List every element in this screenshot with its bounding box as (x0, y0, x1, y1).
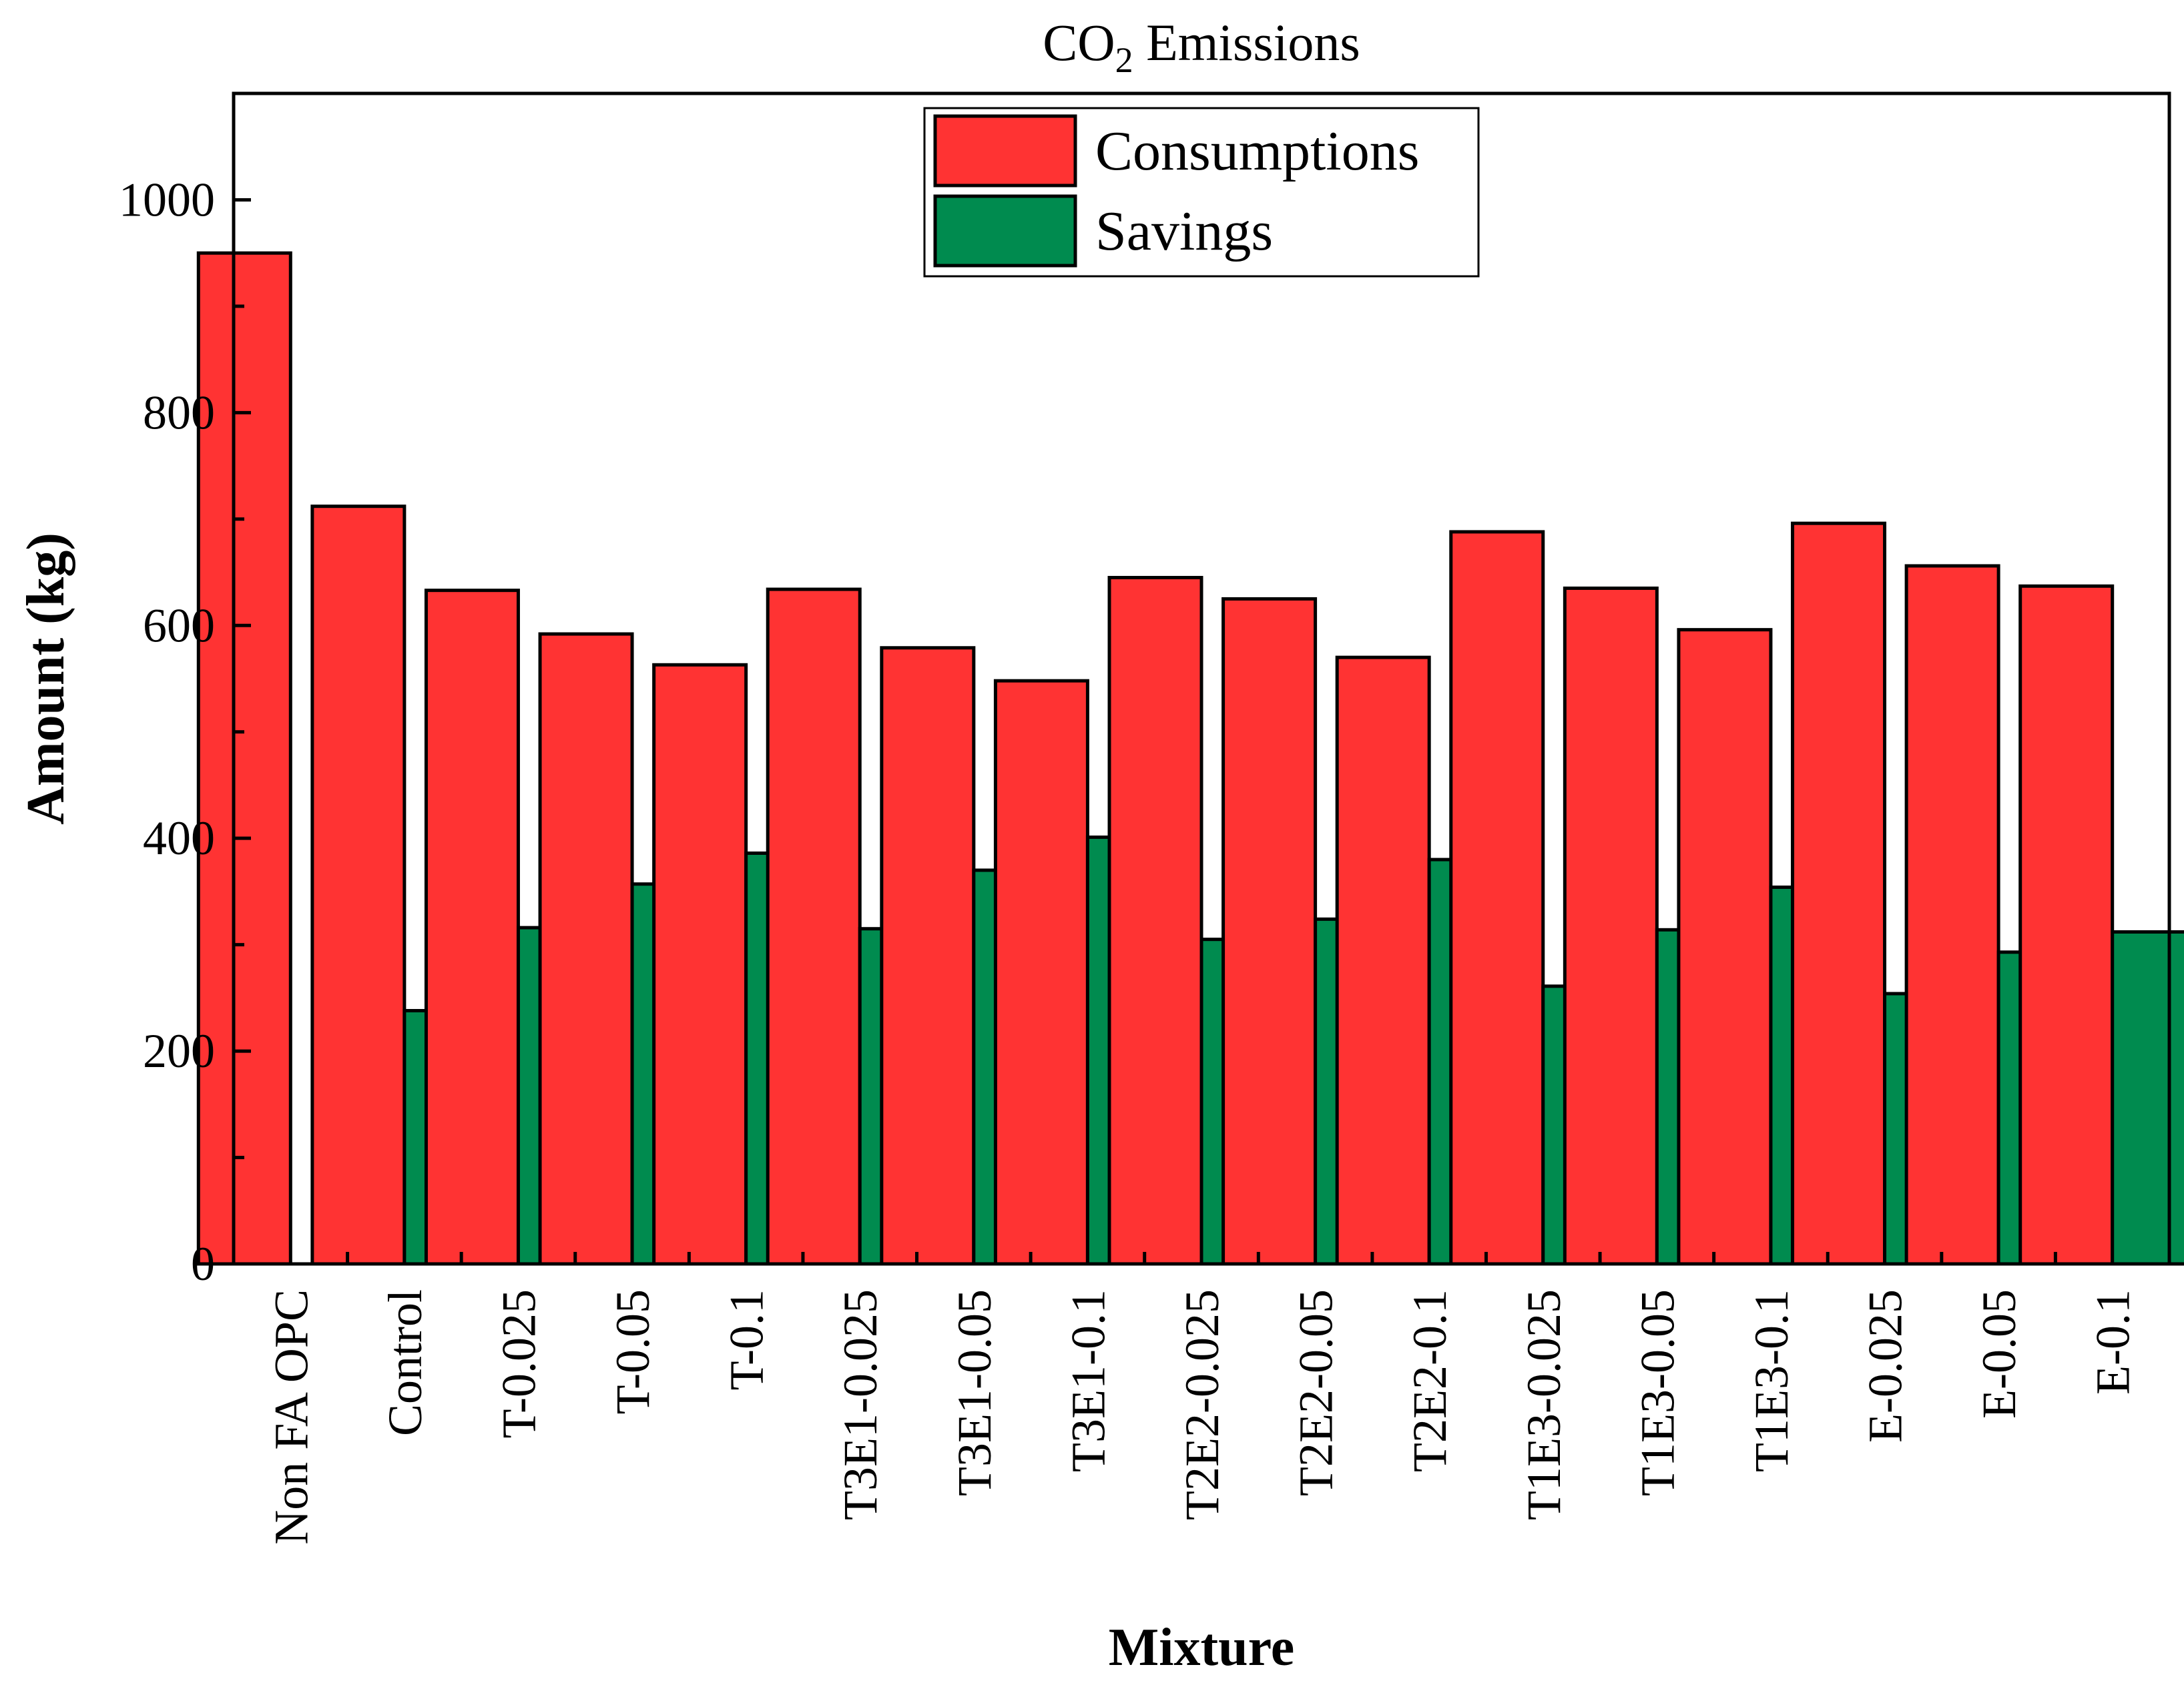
x-tick-label: T1E3-0.025 (1517, 1289, 1571, 1520)
x-tick-label: T2E2-0.025 (1175, 1289, 1229, 1520)
x-tick-label: E-0.05 (1972, 1289, 2026, 1419)
bar-consumptions-13 (1677, 628, 1773, 1266)
x-tick-label: T2E2-0.05 (1290, 1289, 1343, 1496)
bar-consumptions-15 (1904, 564, 2000, 1266)
x-tick-label: T1E3-0.05 (1631, 1289, 1684, 1496)
bar-consumptions-1 (310, 504, 406, 1266)
bar-consumptions-7 (993, 679, 1089, 1266)
plot-frame (232, 91, 2171, 1266)
x-axis: Non FA OPC Control T-0.025 T-0.05 T-0.1 T3E1-… (232, 1252, 2171, 1545)
legend-label-savings: Savings (1095, 200, 1273, 262)
legend-label-consumptions: Consumptions (1095, 120, 1419, 182)
x-tick-label: T3E1-0.05 (948, 1289, 1001, 1496)
x-tick-label: T1E3-0.1 (1745, 1289, 1798, 1472)
x-axis-title: Mixture (1109, 1618, 1294, 1677)
y-tick-label: 200 (143, 1024, 215, 1078)
bar-consumptions-6 (880, 646, 976, 1266)
y-axis-title: Amount (kg) (17, 533, 75, 825)
bar-consumptions-4 (652, 663, 748, 1266)
x-tick-label: T2E2-0.1 (1403, 1289, 1456, 1472)
bars-group (196, 251, 2184, 1266)
chart-title: CO2 Emissions (1043, 13, 1360, 80)
chart-title-suffix: Emissions (1133, 13, 1360, 71)
x-tick-label: E-0.025 (1859, 1289, 1912, 1443)
bar-consumptions-8 (1107, 576, 1203, 1266)
legend: Consumptions Savings (923, 107, 1480, 278)
bar-savings-16 (2111, 930, 2184, 1266)
y-tick-label: 800 (143, 386, 215, 439)
bar-consumptions-5 (766, 587, 862, 1266)
bar-consumptions-11 (1449, 530, 1545, 1266)
bar-consumptions-10 (1335, 655, 1431, 1266)
legend-swatch-consumptions (933, 114, 1077, 188)
chart-title-main: CO (1043, 13, 1115, 71)
bar-consumptions-9 (1221, 597, 1318, 1266)
x-tick-label: E-0.1 (2087, 1289, 2140, 1395)
bar-consumptions-2 (424, 589, 520, 1266)
legend-swatch-savings (933, 194, 1077, 268)
y-tick-label: 0 (191, 1237, 215, 1291)
y-tick-label: 400 (143, 811, 215, 865)
x-tick-label: T3E1-0.1 (1061, 1289, 1115, 1472)
x-tick-label: Control (378, 1289, 432, 1436)
y-axis: 0 200 400 600 800 1000 (119, 91, 251, 1291)
bar-consumptions-0 (196, 251, 292, 1266)
x-tick-label: T-0.1 (720, 1289, 774, 1390)
chart-title-subscript: 2 (1115, 40, 1133, 80)
bar-consumptions-12 (1563, 586, 1659, 1266)
y-tick-label: 1000 (119, 173, 215, 226)
bar-consumptions-14 (1791, 521, 1887, 1266)
x-tick-label: T-0.025 (492, 1289, 545, 1438)
x-tick-label: Non FA OPC (264, 1289, 318, 1545)
y-tick-label: 600 (143, 599, 215, 652)
bar-consumptions-16 (2018, 584, 2115, 1266)
x-tick-label: T3E1-0.025 (834, 1289, 887, 1520)
bar-consumptions-3 (538, 632, 634, 1266)
x-tick-label: T-0.05 (606, 1289, 659, 1414)
